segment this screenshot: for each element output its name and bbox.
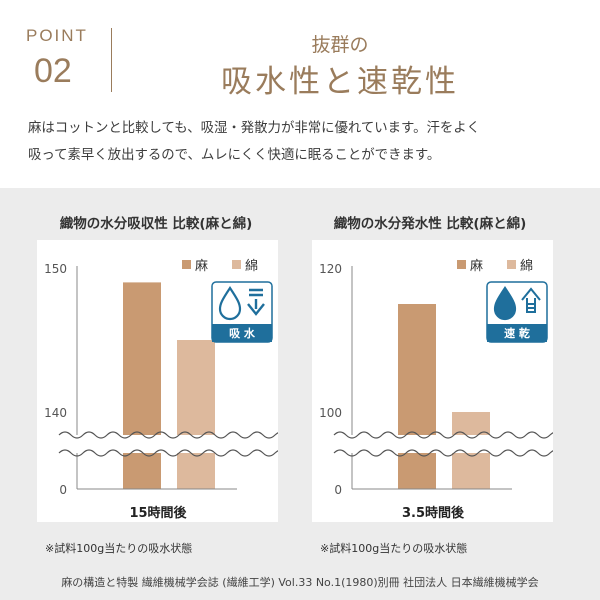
bar-綿 [177,340,215,489]
legend-swatch [232,260,241,269]
drop-shape [218,286,242,321]
absorb-chart: 麻 綿 150 140 0 15時間後 吸 水 [44,259,300,521]
note-absorb: ※試料100g当たりの吸水状態 [45,542,193,555]
axis-break-line-top [58,431,300,439]
point-number: 02 [34,52,72,90]
header-section: POINT 02 抜群の 吸水性と速乾性 麻はコットンと比較しても、吸湿・発散力… [0,0,600,188]
y-tick-label: 140 [44,406,67,420]
axis-break-band [334,435,552,453]
legend-swatch [507,260,516,269]
arrow-down-shape [247,288,265,316]
badge-label: 吸 水 [229,326,256,340]
badge-label-bg [487,324,547,342]
chart-title-dry: 織物の水分発水性 比較(麻と綿) [333,216,527,232]
y-tick-label: 150 [44,262,67,276]
dry-chart: 麻 綿 120 100 0 3.5時間後 速 乾 [319,259,575,521]
y-tick-label: 0 [59,483,67,497]
source-footer: 麻の構造と特製 繊維機械学会誌 (繊維工学) Vol.33 No.1(1980)… [61,576,539,589]
chart-title-absorb: 織物の水分吸収性 比較(麻と綿) [59,216,253,232]
legend-label: 綿 [245,259,258,274]
y-tick-label: 0 [334,483,342,497]
chart-panel-dry: 麻 綿 120 100 0 3.5時間後 速 乾 [312,240,575,522]
note-dry: ※試料100g当たりの吸水状態 [320,542,468,555]
arrow-up-shape [521,287,541,313]
axis-break-line-top [333,431,575,439]
water-drop-down-arrow-icon [218,286,265,321]
legend-swatch [457,260,466,269]
description-line-2: 吸って素早く放出するので、ムレにくく快適に眠ることができます。 [28,148,441,163]
bar-麻 [398,304,436,489]
axis-break-line-bottom [58,449,300,457]
x-axis-label: 15時間後 [129,505,187,521]
legend-swatch [182,260,191,269]
point-label: POINT [26,26,88,45]
axis-break-line-bottom [333,449,575,457]
y-tick-label: 100 [319,406,342,420]
badge-label-bg [212,324,272,342]
axis-break-band [59,435,277,453]
drop-shape [493,286,517,321]
x-axis-label: 3.5時間後 [402,505,465,521]
badge-label: 速 乾 [504,326,530,340]
water-drop-up-arrow-icon [493,286,541,321]
description: 麻はコットンと比較しても、吸湿・発散力が非常に優れています。汗をよく 吸って素早… [28,115,588,169]
chart-panel-absorb: 麻 綿 150 140 0 15時間後 吸 水 [37,240,300,522]
page-title: 吸水性と速乾性 [221,64,459,100]
subtitle: 抜群の [311,34,369,56]
legend-label: 綿 [520,259,533,274]
bar-麻 [123,282,161,489]
legend-label: 麻 [195,259,208,274]
y-tick-label: 120 [319,262,342,276]
header-divider [111,28,112,92]
description-line-1: 麻はコットンと比較しても、吸湿・発散力が非常に優れています。汗をよく [28,121,481,136]
legend-label: 麻 [470,259,483,274]
